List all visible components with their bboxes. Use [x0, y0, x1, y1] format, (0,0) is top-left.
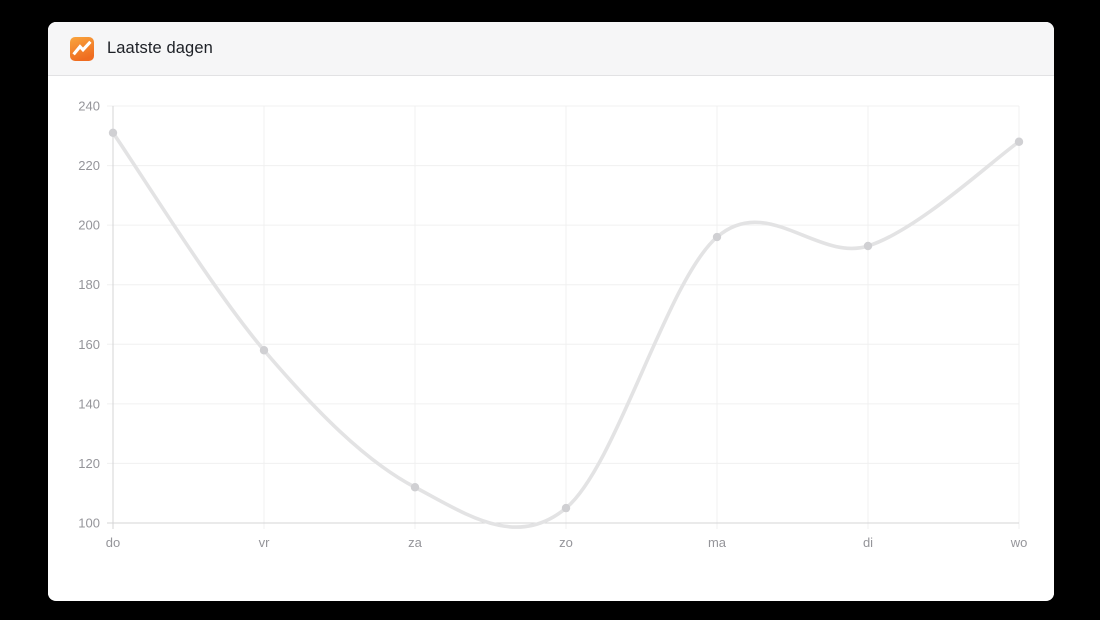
data-point-wo	[1014, 137, 1024, 146]
x-tick-label-vr: vr	[259, 535, 271, 550]
line-chart: 100 120 140 160 180 200 220 240 do vr za zo ma di wo	[48, 76, 1054, 600]
x-tick-label-wo: wo	[1010, 535, 1028, 550]
x-tick-label-zo: zo	[559, 535, 573, 550]
x-tick-label-di: di	[863, 535, 873, 550]
line-chart-svg: 100 120 140 160 180 200 220 240 do vr za zo ma di wo	[78, 99, 1028, 551]
data-point-ma	[712, 232, 722, 242]
y-tick-label: 220	[78, 158, 100, 173]
analytics-trend-icon	[70, 36, 94, 61]
x-tick-label-do: do	[106, 535, 120, 550]
x-tick-label-za: za	[408, 535, 423, 550]
data-point-za	[410, 483, 420, 492]
card-header: Laatste dagen	[48, 22, 1054, 76]
x-tick-label-ma: ma	[708, 535, 727, 550]
y-tick-label: 240	[78, 99, 100, 114]
data-point-di	[863, 241, 873, 251]
data-point-zo	[561, 503, 571, 513]
data-point-do	[108, 128, 118, 138]
y-tick-label: 120	[78, 456, 100, 471]
card-title: Laatste dagen	[107, 39, 213, 57]
y-tick-label: 140	[78, 396, 100, 411]
y-tick-label: 200	[78, 218, 100, 233]
y-tick-label: 180	[78, 277, 100, 292]
chart-card: Laatste dagen 100 120 140 160 180 200 220 240 do…	[48, 22, 1054, 601]
y-tick-label: 100	[78, 516, 100, 531]
data-point-vr	[259, 346, 269, 355]
y-tick-label: 160	[78, 337, 100, 352]
